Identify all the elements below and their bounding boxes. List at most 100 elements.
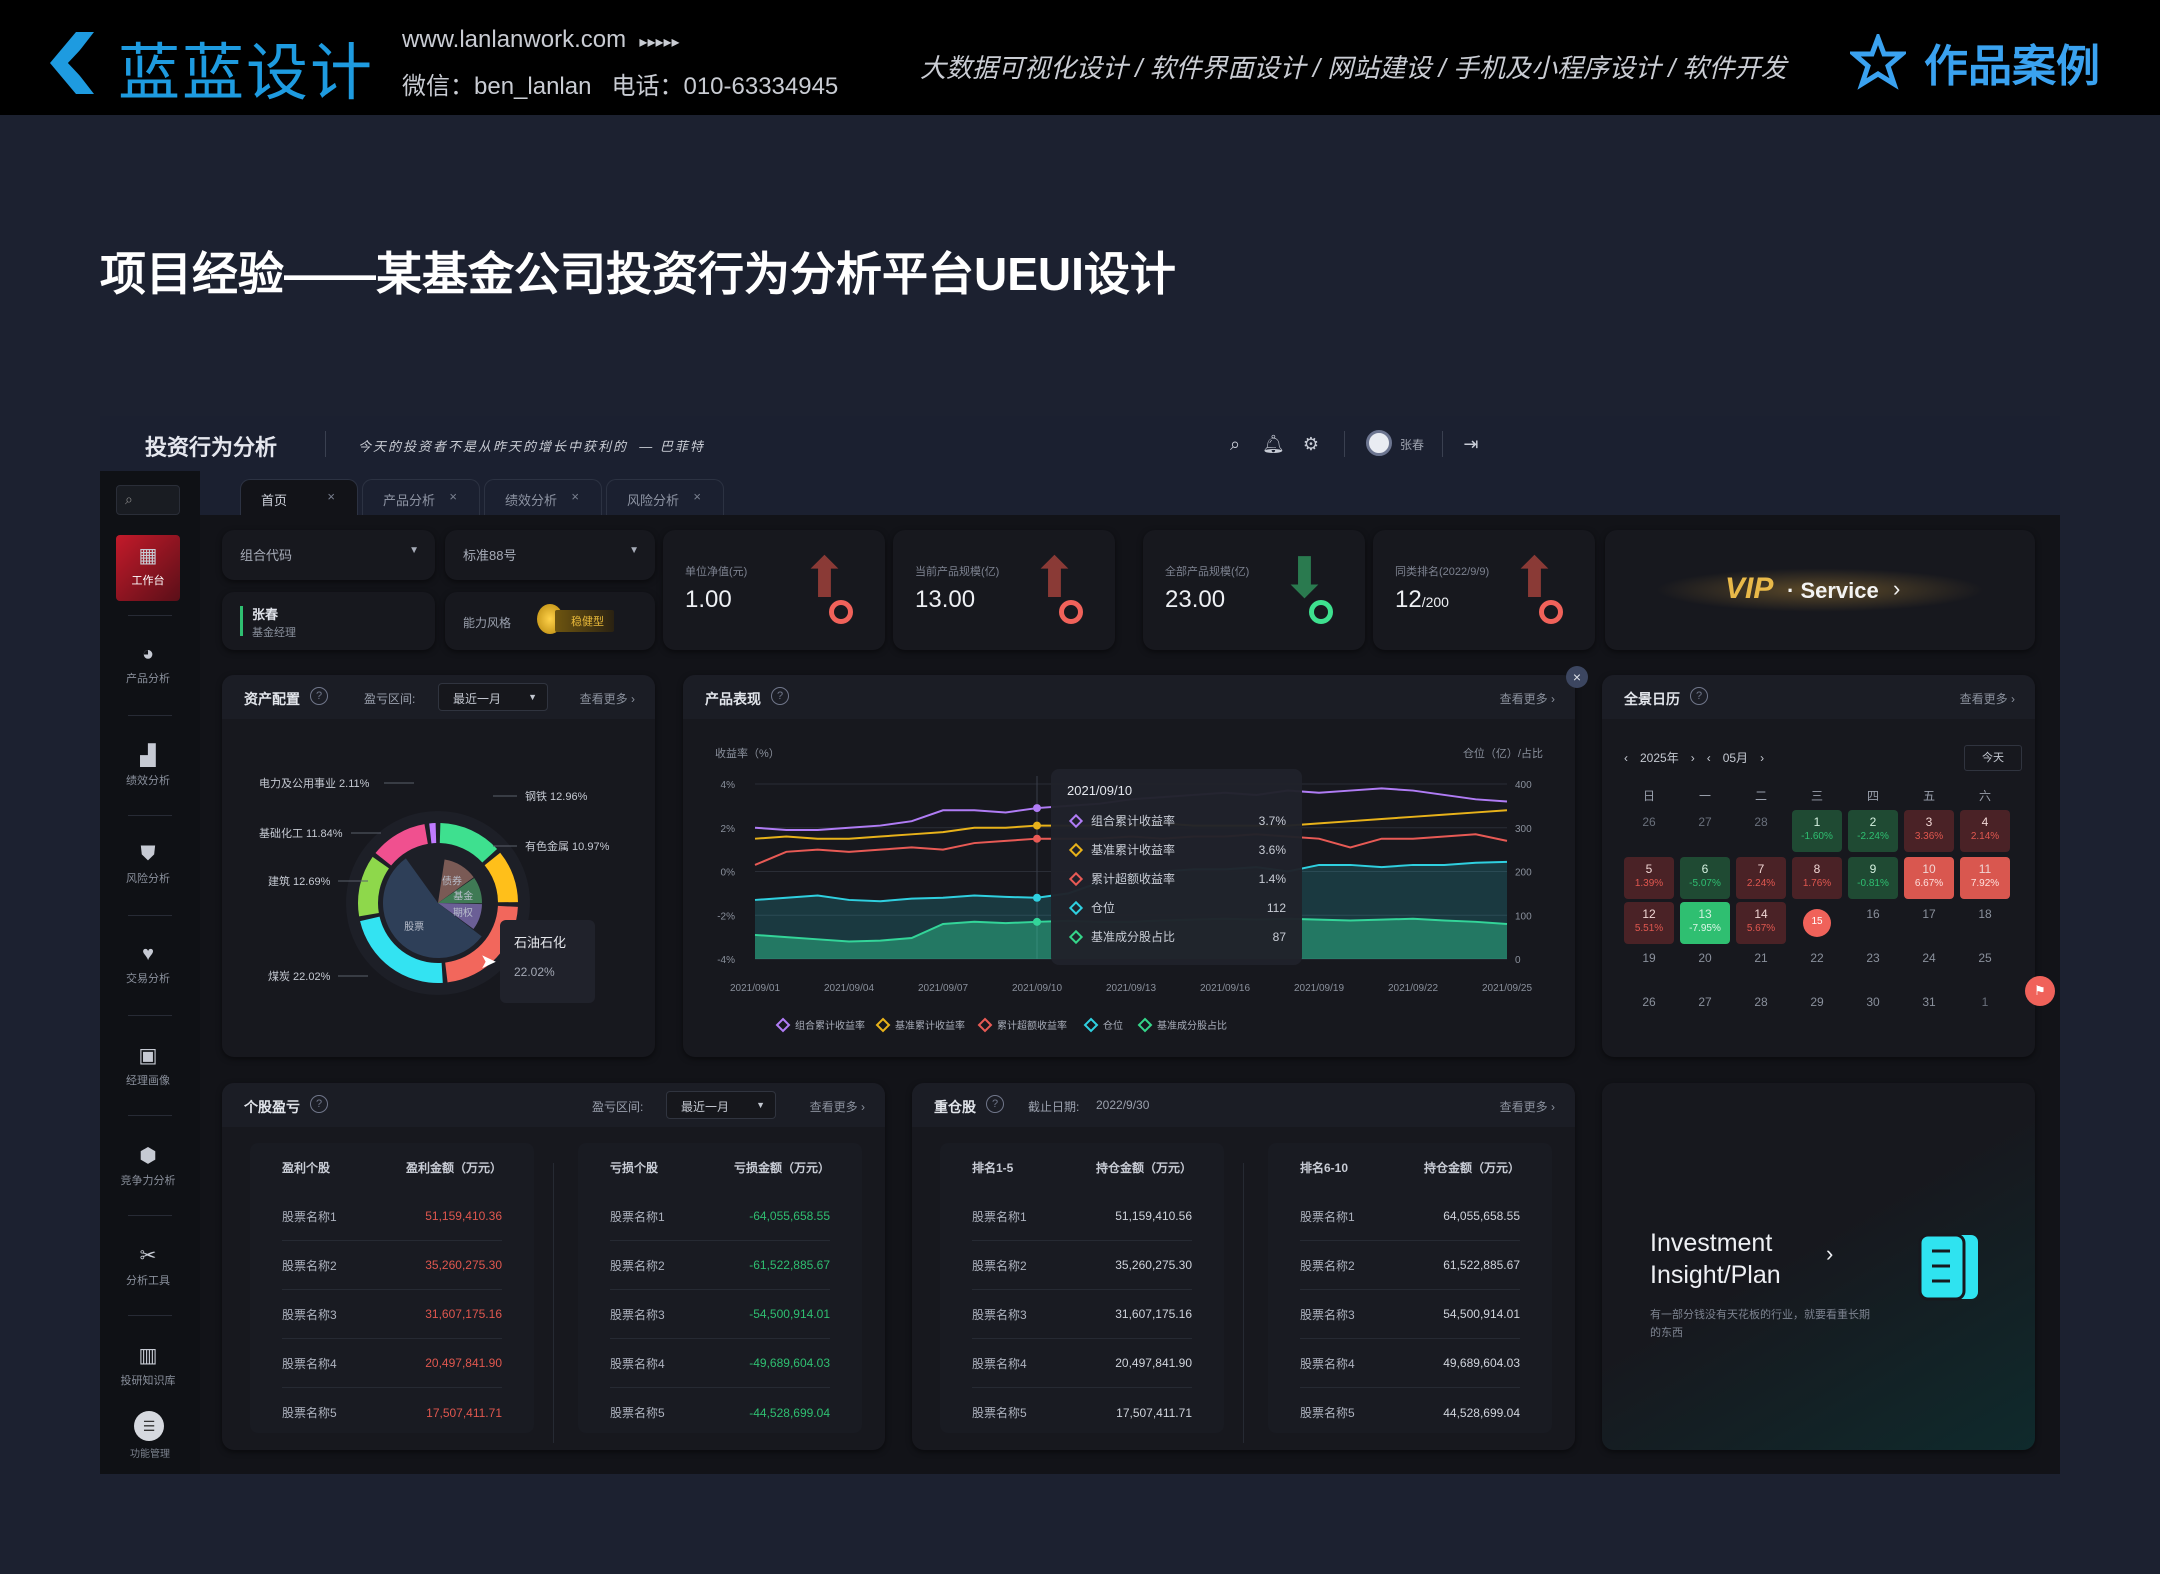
table-row[interactable]: 股票名称2 35,260,275.30 bbox=[282, 1241, 502, 1290]
close-icon[interactable]: × bbox=[571, 489, 579, 504]
calendar-day[interactable]: 2 -2.24% bbox=[1848, 810, 1898, 852]
donut-segment[interactable] bbox=[429, 823, 437, 844]
sidebar-item[interactable]: ▥ 投研知识库 bbox=[116, 1335, 180, 1401]
sidebar-item[interactable]: ◕ 产品分析 bbox=[116, 635, 180, 701]
table-row[interactable]: 股票名称4 20,497,841.90 bbox=[972, 1339, 1192, 1388]
table-row[interactable]: 股票名称2 35,260,275.30 bbox=[972, 1241, 1192, 1290]
table-row[interactable]: 股票名称1 51,159,410.56 bbox=[972, 1192, 1192, 1241]
tab-product-analysis[interactable]: 产品分析 × bbox=[362, 479, 480, 515]
logout-icon[interactable]: ⇥ bbox=[1463, 434, 1479, 454]
range-select[interactable]: 最近一月 ▼ bbox=[666, 1091, 776, 1119]
calendar-day[interactable]: 28 bbox=[1736, 990, 1786, 1032]
calendar-day[interactable]: 14 5.67% bbox=[1736, 902, 1786, 944]
calendar-day[interactable]: 5 1.39% bbox=[1624, 857, 1674, 899]
pie-slice[interactable] bbox=[438, 903, 482, 930]
calendar-day[interactable]: 21 bbox=[1736, 946, 1786, 988]
investment-insight-card[interactable]: Investment Insight/Plan › 有一部分钱没有天花板的行业，就… bbox=[1602, 1083, 2035, 1450]
table-row[interactable]: 股票名称2 61,522,885.67 bbox=[1300, 1241, 1520, 1290]
calendar-day[interactable]: 19 bbox=[1624, 946, 1674, 988]
table-row[interactable]: 股票名称3 31,607,175.16 bbox=[282, 1290, 502, 1339]
range-select[interactable]: 最近一月 ▼ bbox=[438, 683, 548, 711]
calendar-day[interactable]: 26 bbox=[1624, 810, 1674, 852]
donut-segment[interactable] bbox=[375, 824, 428, 866]
table-row[interactable]: 股票名称4 49,689,604.03 bbox=[1300, 1339, 1520, 1388]
benchmark-select[interactable]: 标准88号 ▼ bbox=[445, 530, 655, 580]
sidebar-search[interactable]: ⌕ bbox=[116, 485, 180, 515]
info-icon[interactable]: ? bbox=[986, 1095, 1004, 1113]
calendar-day[interactable]: 12 5.51% bbox=[1624, 902, 1674, 944]
calendar-day[interactable]: 1 bbox=[1960, 990, 2010, 1032]
calendar-day[interactable]: 22 bbox=[1792, 946, 1842, 988]
view-more-link[interactable]: 查看更多 › bbox=[809, 1100, 865, 1114]
bell-icon[interactable]: 🔔︎ bbox=[1262, 434, 1285, 454]
tab-home[interactable]: 首页 × bbox=[240, 479, 358, 515]
calendar-day[interactable]: 16 bbox=[1848, 902, 1898, 944]
info-icon[interactable]: ? bbox=[310, 687, 328, 705]
calendar-day[interactable]: 30 bbox=[1848, 990, 1898, 1032]
calendar-day[interactable]: 11 7.92% bbox=[1960, 857, 2010, 899]
prev-year-icon[interactable]: ‹ bbox=[1624, 750, 1628, 765]
calendar-day[interactable]: 18 bbox=[1960, 902, 2010, 944]
calendar-day[interactable]: 25 bbox=[1960, 946, 2010, 988]
settings-icon[interactable]: ⚙ bbox=[1302, 434, 1320, 454]
calendar-day[interactable]: 26 bbox=[1624, 990, 1674, 1032]
close-icon[interactable]: × bbox=[327, 489, 335, 504]
calendar-day[interactable]: 28 bbox=[1736, 810, 1786, 852]
info-icon[interactable]: ? bbox=[1690, 687, 1708, 705]
table-row[interactable]: 股票名称5 17,507,411.71 bbox=[282, 1388, 502, 1437]
table-row[interactable]: 股票名称4 20,497,841.90 bbox=[282, 1339, 502, 1388]
calendar-day[interactable]: 9 -0.81% bbox=[1848, 857, 1898, 899]
calendar-day[interactable]: 13 -7.95% bbox=[1680, 902, 1730, 944]
calendar-day[interactable]: 6 -5.07% bbox=[1680, 857, 1730, 899]
search-icon[interactable]: ⌕ bbox=[1229, 434, 1241, 454]
donut-segment[interactable] bbox=[439, 823, 498, 863]
info-icon[interactable]: ? bbox=[771, 687, 789, 705]
tab-risk-analysis[interactable]: 风险分析 × bbox=[606, 479, 724, 515]
next-year-icon[interactable]: › bbox=[1690, 750, 1695, 765]
sidebar-item[interactable]: ✂ 分析工具 bbox=[116, 1235, 180, 1301]
close-icon[interactable]: × bbox=[449, 489, 457, 504]
table-row[interactable]: 股票名称1 51,159,410.36 bbox=[282, 1192, 502, 1241]
calendar-day[interactable]: 23 bbox=[1848, 946, 1898, 988]
table-row[interactable]: 股票名称3 54,500,914.01 bbox=[1300, 1290, 1520, 1339]
pie-slice[interactable] bbox=[438, 878, 482, 904]
table-row[interactable]: 股票名称3 -54,500,914.01 bbox=[610, 1290, 830, 1339]
close-icon[interactable]: × bbox=[693, 489, 701, 504]
view-more-link[interactable]: 查看更多 › bbox=[1499, 692, 1555, 706]
calendar-day[interactable]: 10 6.67% bbox=[1904, 857, 1954, 899]
donut-segment[interactable] bbox=[358, 856, 389, 917]
close-icon[interactable]: × bbox=[1566, 666, 1588, 688]
table-row[interactable]: 股票名称1 -64,055,658.55 bbox=[610, 1192, 830, 1241]
donut-segment[interactable] bbox=[360, 916, 443, 983]
table-row[interactable]: 股票名称5 44,528,699.04 bbox=[1300, 1388, 1520, 1437]
sidebar-item[interactable]: ♥ 交易分析 bbox=[116, 935, 180, 1001]
prev-month-icon[interactable]: ‹ bbox=[1706, 750, 1711, 765]
calendar-day[interactable]: 3 3.36% bbox=[1904, 810, 1954, 852]
sidebar-item[interactable]: ⬢ 竞争力分析 bbox=[116, 1135, 180, 1201]
table-row[interactable]: 股票名称5 17,507,411.71 bbox=[972, 1388, 1192, 1437]
next-month-icon[interactable]: › bbox=[1760, 750, 1765, 765]
sidebar-item[interactable]: ⛊ 风险分析 bbox=[116, 835, 180, 901]
calendar-day[interactable]: 27 bbox=[1680, 990, 1730, 1032]
table-row[interactable]: 股票名称4 -49,689,604.03 bbox=[610, 1339, 830, 1388]
sidebar-item[interactable]: ▦ 工作台 bbox=[116, 535, 180, 601]
table-row[interactable]: 股票名称1 64,055,658.55 bbox=[1300, 1192, 1520, 1241]
donut-segment[interactable] bbox=[445, 905, 518, 983]
calendar-day[interactable]: 7 2.24% bbox=[1736, 857, 1786, 899]
table-row[interactable]: 股票名称2 -61,522,885.67 bbox=[610, 1241, 830, 1290]
calendar-day[interactable]: 17 bbox=[1904, 902, 1954, 944]
tab-performance-analysis[interactable]: 绩效分析 × bbox=[484, 479, 602, 515]
avatar[interactable] bbox=[1366, 430, 1392, 456]
calendar-day[interactable]: 8 1.76% bbox=[1792, 857, 1842, 899]
works-link[interactable]: 作品案例 bbox=[1850, 30, 2100, 94]
manage-icon[interactable]: ☰ bbox=[134, 1411, 164, 1441]
feedback-icon[interactable]: ⚑ bbox=[2025, 976, 2055, 1006]
pie-slice[interactable] bbox=[382, 858, 482, 959]
vip-service-card[interactable]: VIP · Service › bbox=[1605, 530, 2035, 650]
info-icon[interactable]: ? bbox=[310, 1095, 328, 1113]
user-name[interactable]: 张春 bbox=[1400, 438, 1425, 452]
calendar-day[interactable]: 20 bbox=[1680, 946, 1730, 988]
site-url[interactable]: www.lanlanwork.com ▸▸▸▸▸ bbox=[402, 26, 680, 54]
sidebar-item[interactable]: ▟ 绩效分析 bbox=[116, 735, 180, 801]
donut-segment[interactable] bbox=[484, 852, 518, 903]
